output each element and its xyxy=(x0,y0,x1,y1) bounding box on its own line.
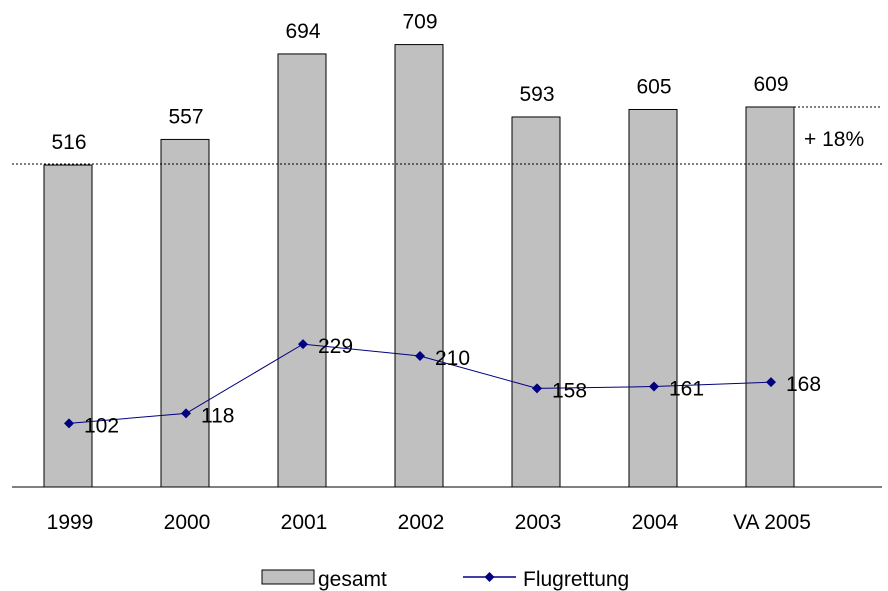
flugrettung-value-label: 229 xyxy=(318,335,353,358)
bar-series-gesamt xyxy=(43,44,795,488)
legend-marker-flugrettung xyxy=(484,572,495,582)
flugrettung-value-label: 158 xyxy=(552,379,587,402)
bar-value-label: 694 xyxy=(285,20,320,43)
x-tick-label: 2003 xyxy=(515,511,562,534)
bar-value-label: 516 xyxy=(51,131,86,154)
flugrettung-point xyxy=(649,381,659,392)
flugrettung-point xyxy=(415,350,425,361)
bar-va-2005 xyxy=(745,106,795,488)
bar-2002 xyxy=(394,44,444,488)
bar-2004 xyxy=(628,108,678,488)
bar-1999 xyxy=(43,164,93,488)
flugrettung-value-label: 168 xyxy=(786,373,821,396)
bar-value-label: 605 xyxy=(636,75,671,98)
flugrettung-value-label: 210 xyxy=(435,347,470,370)
x-tick-label: VA 2005 xyxy=(733,511,811,534)
line-value-labels: 102 118 229 210 158 161 168 xyxy=(84,335,821,437)
legend-label-flugrettung: Flugrettung xyxy=(523,568,629,591)
x-tick-labels: 1999 2000 2001 2002 2003 2004 VA 2005 xyxy=(47,511,811,534)
flugrettung-point xyxy=(532,383,542,394)
line-series-flugrettung xyxy=(64,339,776,429)
flugrettung-value-label: 102 xyxy=(84,414,119,437)
bar-2003 xyxy=(511,116,561,488)
bar-value-label: 593 xyxy=(519,83,554,106)
flugrettung-point xyxy=(181,408,191,419)
bar-value-label: 609 xyxy=(753,73,788,96)
reference-lines: + 18% xyxy=(12,106,882,165)
bar-value-labels: 516 557 694 709 593 605 609 xyxy=(51,11,788,154)
flugrettung-value-label: 161 xyxy=(669,378,704,401)
legend-label-gesamt: gesamt xyxy=(318,568,387,591)
flugrettung-point xyxy=(64,418,74,429)
flugrettung-value-label: 118 xyxy=(201,404,234,427)
x-tick-label: 2001 xyxy=(281,511,328,534)
bar-value-label: 557 xyxy=(168,105,203,128)
x-tick-label: 2004 xyxy=(632,511,679,534)
bar-2001 xyxy=(277,53,327,488)
flugrettung-point xyxy=(298,339,308,350)
legend: gesamt Flugrettung xyxy=(261,568,629,591)
x-tick-label: 2002 xyxy=(398,511,445,534)
growth-annotation: + 18% xyxy=(804,128,864,151)
flugrettung-point xyxy=(766,377,776,388)
bar-2000 xyxy=(160,138,210,488)
x-tick-label: 1999 xyxy=(47,511,94,534)
bar-value-label: 709 xyxy=(402,11,437,34)
legend-swatch-gesamt xyxy=(261,569,315,585)
x-tick-label: 2000 xyxy=(164,511,211,534)
